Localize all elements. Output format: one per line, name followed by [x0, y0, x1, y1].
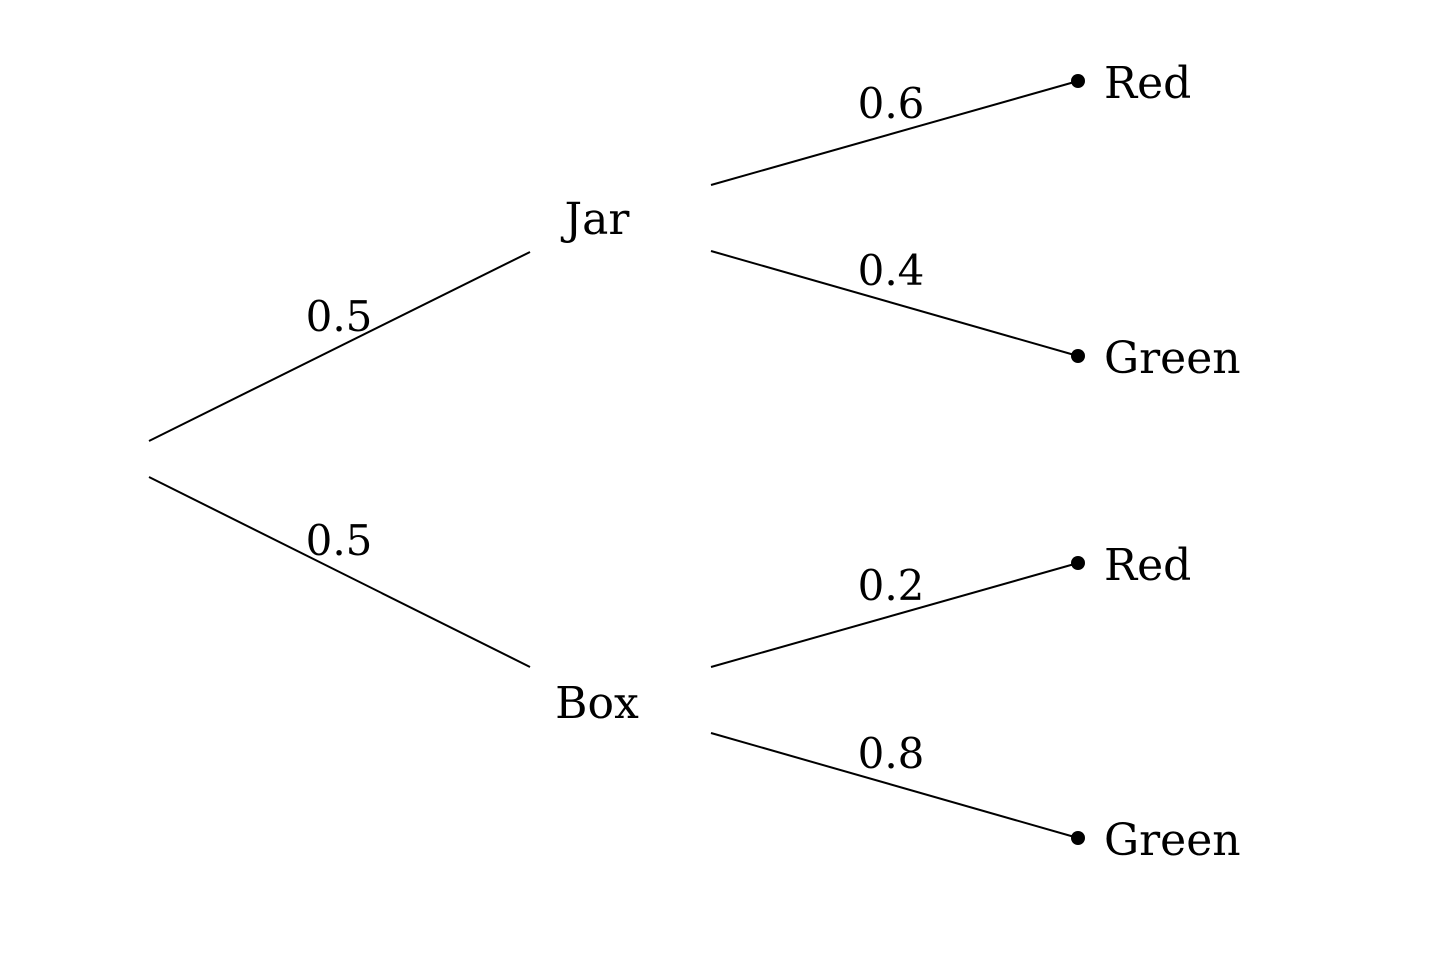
prob-label-box-red: 0.2: [858, 561, 925, 610]
branch-root-to-box: [148, 476, 531, 668]
prob-label-jar-green: 0.4: [858, 246, 925, 295]
node-label-jar: Jar: [561, 194, 631, 245]
leaf-label-jar-green: Green: [1104, 333, 1241, 384]
leaf-label-box-green: Green: [1104, 815, 1241, 866]
leaf-dot-box-red: [1071, 556, 1085, 570]
branch-jar-to-red: [710, 80, 1079, 186]
leaf-label-box-red: Red: [1104, 540, 1191, 591]
node-label-box: Box: [555, 678, 639, 729]
branch-box-to-red: [710, 562, 1079, 668]
prob-label-jar: 0.5: [306, 292, 373, 341]
branch-jar-to-green: [710, 250, 1079, 357]
leaf-dot-box-green: [1071, 831, 1085, 845]
prob-label-box: 0.5: [306, 516, 373, 565]
branch-root-to-jar: [148, 251, 531, 442]
leaf-label-jar-red: Red: [1104, 58, 1191, 109]
prob-label-jar-red: 0.6: [858, 79, 925, 128]
leaf-dot-jar-red: [1071, 74, 1085, 88]
prob-label-box-green: 0.8: [858, 729, 925, 778]
branch-box-to-green: [710, 732, 1079, 839]
leaf-dot-jar-green: [1071, 349, 1085, 363]
